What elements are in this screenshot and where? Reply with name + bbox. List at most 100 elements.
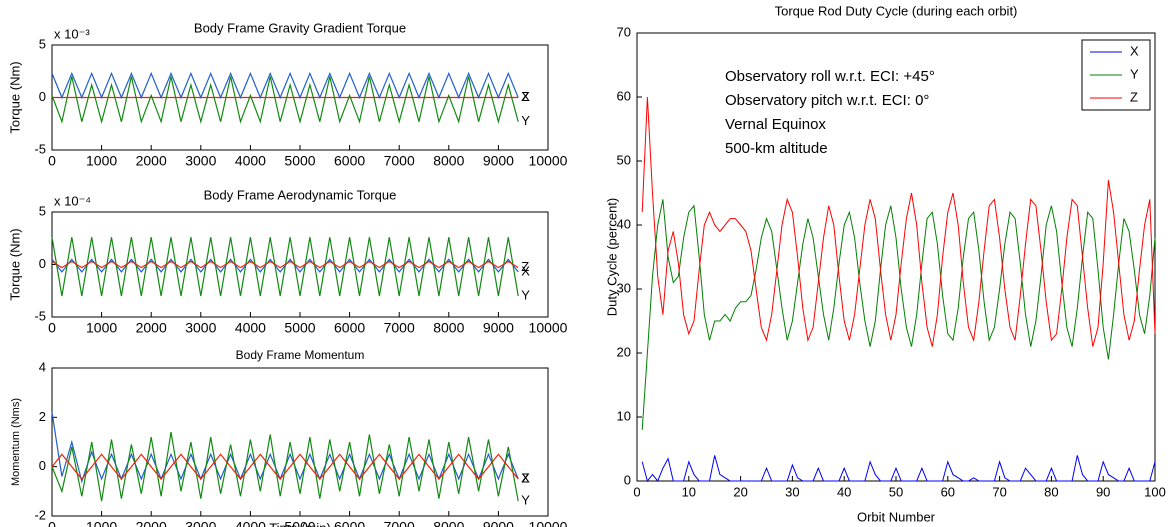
y-tick-label: 40 xyxy=(617,216,631,231)
x-axis-label: Orbit Number xyxy=(857,509,936,524)
y-axis-label: Torque (Nm) xyxy=(7,228,22,300)
x-tick-label: 9000 xyxy=(483,519,514,527)
series-line xyxy=(51,76,519,125)
x-tick-label: 7000 xyxy=(384,519,415,527)
x-tick-label: 4000 xyxy=(235,519,266,527)
legend-label: Z xyxy=(1130,89,1138,104)
series-end-label: Z xyxy=(521,470,529,485)
y-tick-label: 30 xyxy=(617,280,631,295)
series-end-label: X xyxy=(521,263,530,278)
annotation: Observatory pitch w.r.t. ECI: 0° xyxy=(725,92,929,109)
x-tick-label: 5000 xyxy=(284,320,315,336)
x-tick-label: 5000 xyxy=(284,153,315,169)
x-tick-label: 6000 xyxy=(334,320,365,336)
axis-multiplier: x 10⁻⁴ xyxy=(54,193,91,208)
x-tick-label: 2000 xyxy=(136,153,167,169)
plot-area xyxy=(51,211,549,318)
series-end-label: X xyxy=(521,470,530,485)
y-tick-label: 60 xyxy=(617,88,631,103)
chart-title: Body Frame Momentum xyxy=(236,348,365,362)
plot-area xyxy=(636,32,1156,482)
x-tick-label: 3000 xyxy=(185,519,216,527)
x-tick-label: 20 xyxy=(733,484,747,499)
axis-multiplier: x 10⁻³ xyxy=(54,26,90,41)
y-axis-label: Torque (Nm) xyxy=(7,61,22,133)
series-end-label: X xyxy=(521,89,530,104)
series-end-label: Y xyxy=(521,113,530,128)
x-tick-label: 7000 xyxy=(384,320,415,336)
x-tick-label: 90 xyxy=(1096,484,1110,499)
x-tick-label: 30 xyxy=(785,484,799,499)
x-tick-label: 6000 xyxy=(334,153,365,169)
series-end-label: Y xyxy=(521,287,530,302)
x-tick-label: 50 xyxy=(889,484,903,499)
series-line xyxy=(641,96,1156,347)
y-tick-label: 50 xyxy=(617,152,631,167)
x-tick-label: 0 xyxy=(633,484,640,499)
x-tick-label: 1000 xyxy=(86,519,117,527)
x-tick-label: 0 xyxy=(48,320,56,336)
y-tick-label: -5 xyxy=(34,308,46,323)
x-tick-label: 1000 xyxy=(86,320,117,336)
series-end-label: Y xyxy=(521,493,530,508)
x-tick-label: 5000 xyxy=(284,519,315,527)
chart-title: Body Frame Gravity Gradient Torque xyxy=(194,20,406,35)
legend-label: X xyxy=(1130,43,1139,58)
x-tick-label: 100 xyxy=(1144,484,1166,499)
series-line xyxy=(641,199,1156,430)
x-tick-label: 6000 xyxy=(334,519,365,527)
x-tick-label: 0 xyxy=(48,153,56,169)
y-tick-label: 0 xyxy=(624,472,631,487)
series-end-label: Z xyxy=(521,89,529,104)
y-tick-label: 4 xyxy=(39,359,46,374)
x-tick-label: 0 xyxy=(48,519,56,527)
x-tick-label: 9000 xyxy=(483,320,514,336)
annotation: Observatory roll w.r.t. ECI: +45° xyxy=(725,68,935,85)
y-tick-label: -2 xyxy=(34,507,46,522)
legend-label: Y xyxy=(1130,66,1139,81)
y-tick-label: 0 xyxy=(39,256,46,271)
y-tick-label: 2 xyxy=(39,409,46,424)
x-tick-label: 2000 xyxy=(136,320,167,336)
annotation: Vernal Equinox xyxy=(725,116,826,133)
x-tick-label: 10 xyxy=(682,484,696,499)
x-tick-label: 10000 xyxy=(529,519,568,527)
series-line xyxy=(641,455,1156,483)
y-tick-label: 70 xyxy=(617,24,631,39)
x-tick-label: 3000 xyxy=(185,320,216,336)
series-line xyxy=(51,432,519,502)
x-tick-label: 10000 xyxy=(529,153,568,169)
x-tick-label: 2000 xyxy=(136,519,167,527)
series-end-label: Z xyxy=(521,259,529,274)
x-tick-label: 4000 xyxy=(235,320,266,336)
y-tick-label: 0 xyxy=(39,89,46,104)
series-line xyxy=(51,453,519,480)
x-axis-label: Time (min) xyxy=(269,520,331,527)
y-tick-label: 5 xyxy=(39,36,46,51)
chart-title: Body Frame Aerodynamic Torque xyxy=(204,187,397,202)
x-tick-label: 7000 xyxy=(384,153,415,169)
x-tick-label: 70 xyxy=(992,484,1006,499)
x-tick-label: 9000 xyxy=(483,153,514,169)
chart-title: Torque Rod Duty Cycle (during each orbit… xyxy=(775,3,1018,18)
x-tick-label: 3000 xyxy=(185,153,216,169)
series-line xyxy=(51,71,519,100)
y-axis-label: Momentum (Nms) xyxy=(10,398,22,486)
y-axis-label: Duty Cycle (percent) xyxy=(604,198,619,316)
x-tick-label: 8000 xyxy=(433,519,464,527)
y-tick-label: 20 xyxy=(617,344,631,359)
y-tick-label: -5 xyxy=(34,141,46,156)
series-line xyxy=(51,260,519,269)
series-line xyxy=(51,237,519,297)
x-tick-label: 10000 xyxy=(529,320,568,336)
x-tick-label: 40 xyxy=(837,484,851,499)
annotation: 500-km altitude xyxy=(725,140,828,157)
y-tick-label: 5 xyxy=(39,203,46,218)
x-tick-label: 4000 xyxy=(235,153,266,169)
x-tick-label: 8000 xyxy=(433,320,464,336)
y-tick-label: 0 xyxy=(39,458,46,473)
x-tick-label: 80 xyxy=(1044,484,1058,499)
x-tick-label: 60 xyxy=(941,484,955,499)
x-tick-label: 8000 xyxy=(433,153,464,169)
